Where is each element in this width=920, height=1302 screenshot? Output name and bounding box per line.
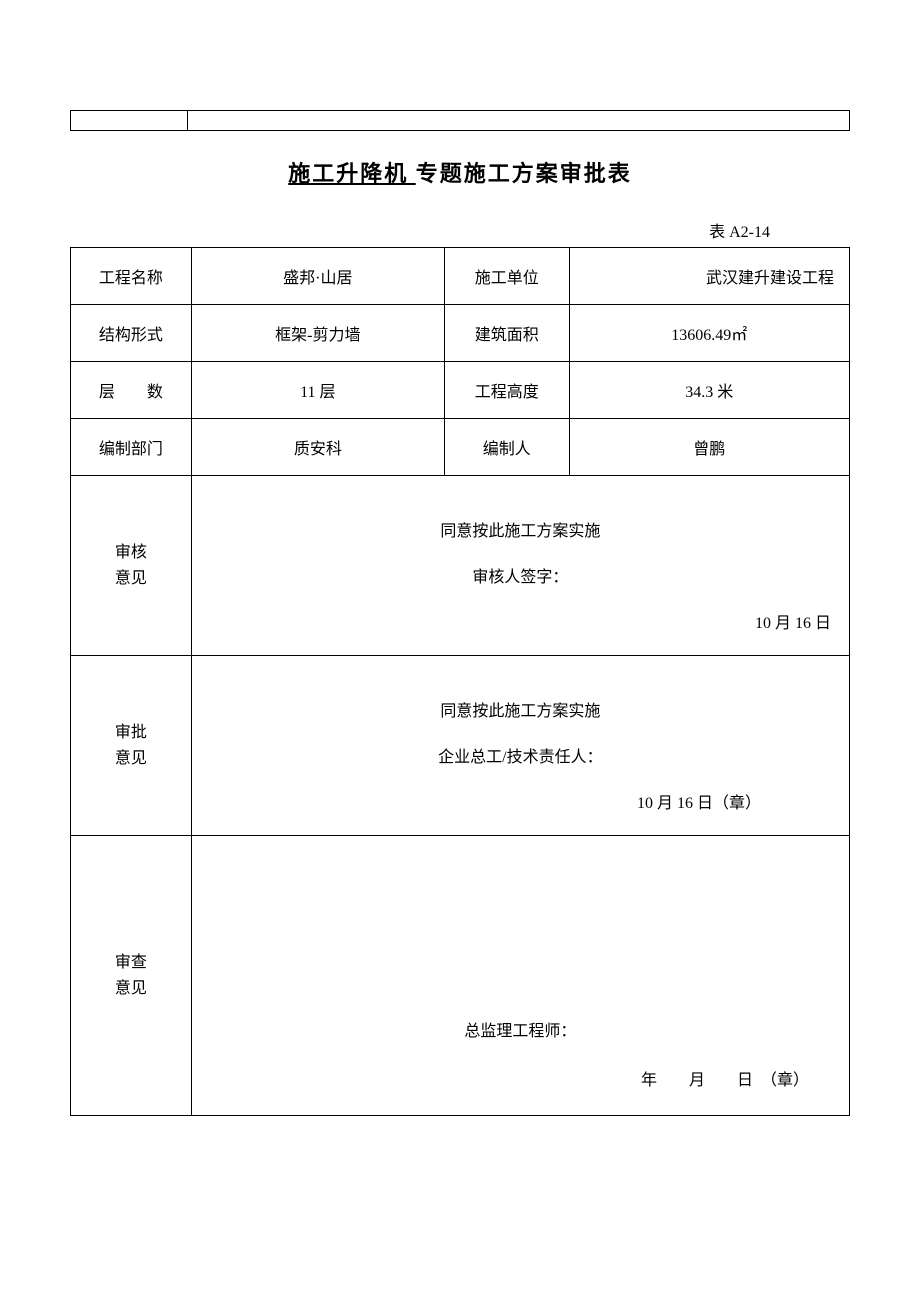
- table-row: 编制部门 质安科 编制人 曾鹏: [71, 419, 850, 476]
- approval-row: 审批 意见 同意按此施工方案实施 企业总工/技术责任人： 10 月 16 日（章…: [71, 656, 850, 836]
- approval-label-2: 意见: [79, 746, 183, 772]
- value-area: 13606.49㎡: [569, 305, 849, 362]
- value-department: 质安科: [191, 419, 444, 476]
- value-structure: 框架-剪力墙: [191, 305, 444, 362]
- audit-label-1: 审核: [79, 540, 183, 566]
- title-rest: 专题施工方案审批表: [416, 161, 632, 186]
- approval-content: 同意按此施工方案实施: [200, 697, 841, 721]
- table-row: 层 数 11 层 工程高度 34.3 米: [71, 362, 850, 419]
- label-height: 工程高度: [444, 362, 569, 419]
- review-signature: 总监理工程师：: [192, 1017, 849, 1041]
- audit-label: 审核 意见: [71, 476, 192, 656]
- audit-content: 同意按此施工方案实施: [200, 517, 841, 541]
- review-label: 审查 意见: [71, 836, 192, 1116]
- table-row: 结构形式 框架-剪力墙 建筑面积 13606.49㎡: [71, 305, 850, 362]
- review-label-2: 意见: [79, 976, 183, 1002]
- label-floors: 层 数: [71, 362, 192, 419]
- value-project-name: 盛邦·山居: [191, 248, 444, 305]
- header-cell-1: [71, 111, 188, 131]
- table-number: 表 A2-14: [70, 218, 850, 242]
- review-date: 年 月 日 （章）: [192, 1066, 849, 1090]
- audit-date: 10 月 16 日: [200, 609, 841, 633]
- audit-signature: 审核人签字：: [200, 563, 841, 587]
- label-structure: 结构形式: [71, 305, 192, 362]
- audit-content-cell: 同意按此施工方案实施 审核人签字： 10 月 16 日: [191, 476, 849, 656]
- approval-signature: 企业总工/技术责任人：: [200, 743, 841, 767]
- value-contractor: 武汉建升建设工程: [569, 248, 849, 305]
- review-label-1: 审查: [79, 950, 183, 976]
- approval-date: 10 月 16 日（章）: [200, 789, 841, 813]
- label-project-name: 工程名称: [71, 248, 192, 305]
- header-cell-2: [187, 111, 849, 131]
- review-row: 审查 意见 总监理工程师： 年 月 日 （章）: [71, 836, 850, 1116]
- title-section: 施工升降机 专题施工方案审批表: [70, 156, 850, 188]
- audit-row: 审核 意见 同意按此施工方案实施 审核人签字： 10 月 16 日: [71, 476, 850, 656]
- review-content-cell: 总监理工程师： 年 月 日 （章）: [191, 836, 849, 1116]
- table-row: 工程名称 盛邦·山居 施工单位 武汉建升建设工程: [71, 248, 850, 305]
- value-height: 34.3 米: [569, 362, 849, 419]
- value-floors: 11 层: [191, 362, 444, 419]
- audit-label-2: 意见: [79, 566, 183, 592]
- label-author: 编制人: [444, 419, 569, 476]
- main-form-table: 工程名称 盛邦·山居 施工单位 武汉建升建设工程 结构形式 框架-剪力墙 建筑面…: [70, 247, 850, 1116]
- title-underlined: 施工升降机: [288, 161, 416, 186]
- approval-label: 审批 意见: [71, 656, 192, 836]
- approval-label-1: 审批: [79, 720, 183, 746]
- label-contractor: 施工单位: [444, 248, 569, 305]
- approval-content-cell: 同意按此施工方案实施 企业总工/技术责任人： 10 月 16 日（章）: [191, 656, 849, 836]
- label-department: 编制部门: [71, 419, 192, 476]
- header-table: [70, 110, 850, 131]
- label-area: 建筑面积: [444, 305, 569, 362]
- value-author: 曾鹏: [569, 419, 849, 476]
